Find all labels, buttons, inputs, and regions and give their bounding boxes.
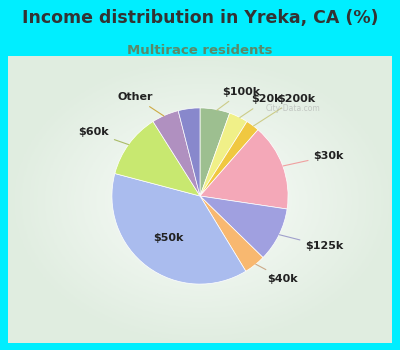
Wedge shape [200, 113, 247, 196]
Text: Other: Other [118, 92, 164, 116]
Wedge shape [200, 196, 287, 258]
Text: $60k: $60k [78, 127, 128, 145]
Text: Multirace residents: Multirace residents [127, 44, 273, 57]
Wedge shape [200, 108, 230, 196]
Wedge shape [112, 174, 246, 284]
Text: $20k: $20k [240, 94, 282, 118]
Text: City-Data.com: City-Data.com [266, 104, 321, 113]
Text: $100k: $100k [217, 87, 261, 110]
Text: $30k: $30k [283, 151, 344, 166]
Text: $125k: $125k [279, 235, 344, 251]
Wedge shape [200, 130, 288, 209]
Text: Income distribution in Yreka, CA (%): Income distribution in Yreka, CA (%) [22, 9, 378, 27]
Wedge shape [200, 196, 263, 271]
Wedge shape [200, 121, 258, 196]
Wedge shape [178, 108, 200, 196]
Text: $200k: $200k [254, 93, 315, 126]
Text: $40k: $40k [256, 264, 298, 284]
Wedge shape [153, 111, 200, 196]
Text: $50k: $50k [153, 233, 184, 243]
Wedge shape [115, 121, 200, 196]
